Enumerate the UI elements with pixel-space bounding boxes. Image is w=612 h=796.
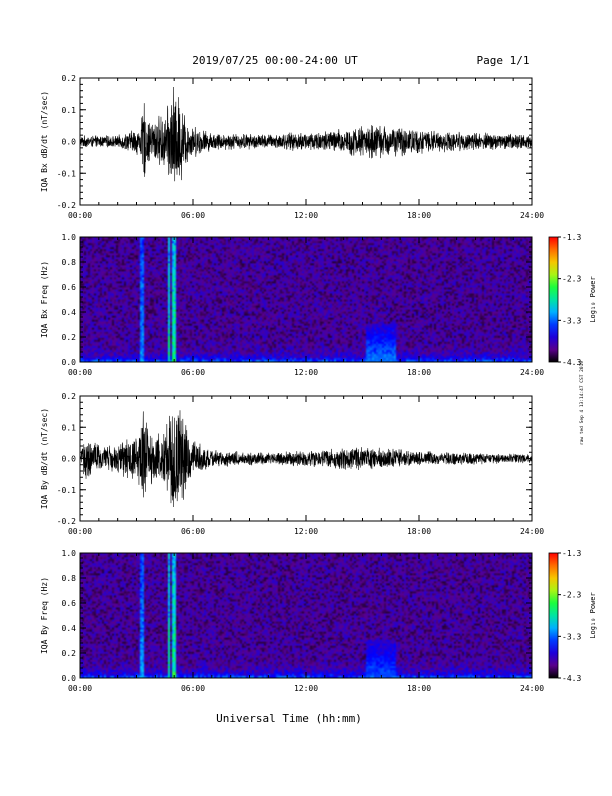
x-tick-label: 12:00	[294, 368, 318, 377]
waveform-trace	[80, 410, 532, 507]
x-tick-label: 12:00	[294, 211, 318, 220]
y-tick-label: 0.1	[62, 423, 77, 432]
y-axis-label: IQA By dB/dt (nT/sec)	[40, 408, 49, 509]
x-tick-label: 18:00	[407, 684, 431, 693]
x-tick-label: 06:00	[181, 211, 205, 220]
y-tick-label: 1.0	[62, 233, 77, 242]
panel-2-axes: 1.0 0.8 0.6 0.4 0.2 0.000:00 06:00 12:00 18:00 24…	[40, 233, 544, 377]
colorbar-tick-label: -2.3	[562, 591, 581, 600]
colorbar-title: Log₁₀ Power	[589, 592, 597, 638]
colorbar-tick-label: -4.3	[562, 674, 581, 683]
y-tick-label: -0.2	[57, 517, 76, 526]
y-tick-label: 0.4	[62, 308, 77, 317]
header-page: Page 1/1	[477, 54, 530, 67]
x-tick-label: 12:00	[294, 527, 318, 536]
x-tick-label: 24:00	[520, 527, 544, 536]
x-tick-label: 06:00	[181, 684, 205, 693]
x-tick-label: 18:00	[407, 368, 431, 377]
colorbar-bar	[548, 552, 559, 679]
x-tick-label: 06:00	[181, 368, 205, 377]
panel-4-colorbar: -1.3 -2.3 -3.3 -4.3 Log₁₀ Power	[548, 549, 597, 683]
y-tick-label: 0.1	[62, 106, 77, 115]
colorbar-tick-label: -3.3	[562, 316, 581, 325]
y-tick-label: 1.0	[62, 549, 77, 558]
x-tick-label: 00:00	[68, 527, 92, 536]
y-axis-label: IQA Bx dB/dt (nT/sec)	[40, 91, 49, 192]
panel-1-axes: 0.2 0.1 0.0 -0.1 -0.200:00 06:00 12:00 18:00 24:…	[40, 74, 544, 220]
panel-4-axes: 1.0 0.8 0.6 0.4 0.2 0.000:00 06:00 12:00 18:00 24…	[40, 549, 544, 693]
colorbar-tick-label: -1.3	[562, 233, 581, 242]
y-tick-label: 0.0	[62, 358, 77, 367]
panel-2-colorbar: -1.3 -2.3 -3.3 -4.3 Log₁₀ Power	[548, 233, 597, 367]
y-tick-label: 0.2	[62, 74, 77, 83]
y-tick-label: 0.8	[62, 574, 77, 583]
x-tick-label: 00:00	[68, 211, 92, 220]
x-tick-label: 24:00	[520, 368, 544, 377]
x-tick-label: 12:00	[294, 684, 318, 693]
y-tick-label: 0.6	[62, 599, 77, 608]
y-tick-label: 0.0	[62, 674, 77, 683]
y-tick-label: -0.1	[57, 486, 76, 495]
y-tick-label: -0.2	[57, 201, 76, 210]
y-tick-label: 0.4	[62, 624, 77, 633]
panel-1-waveform	[80, 86, 532, 182]
y-tick-label: 0.2	[62, 649, 77, 658]
waveform-trace	[80, 86, 532, 182]
spectrogram-image	[80, 237, 532, 362]
panel-3-waveform	[80, 410, 532, 507]
x-tick-label: 18:00	[407, 527, 431, 536]
x-tick-label: 06:00	[181, 527, 205, 536]
x-axis-title: Universal Time (hh:mm)	[216, 712, 362, 725]
y-axis-label: IQA By Freq (Hz)	[40, 577, 49, 654]
y-tick-label: 0.2	[62, 392, 77, 401]
y-tick-label: 0.2	[62, 333, 77, 342]
y-tick-label: 0.0	[62, 138, 77, 147]
spectrogram-image	[80, 553, 532, 678]
y-tick-label: 0.0	[62, 455, 77, 464]
x-tick-label: 00:00	[68, 684, 92, 693]
colorbar-title: Log₁₀ Power	[589, 276, 597, 322]
colorbar-tick-label: -4.3	[562, 358, 581, 367]
y-tick-label: 0.8	[62, 258, 77, 267]
colorbar-tick-label: -2.3	[562, 275, 581, 284]
x-tick-label: 24:00	[520, 684, 544, 693]
y-axis-label: IQA Bx Freq (Hz)	[40, 261, 49, 338]
colorbar-tick-label: -3.3	[562, 632, 581, 641]
x-tick-label: 24:00	[520, 211, 544, 220]
y-tick-label: -0.1	[57, 169, 76, 178]
colorbar-tick-label: -1.3	[562, 549, 581, 558]
header-date-range: 2019/07/25 00:00-24:00 UT	[192, 54, 358, 67]
x-tick-label: 00:00	[68, 368, 92, 377]
panel-2-spectrogram	[80, 237, 532, 362]
panel-4-spectrogram	[80, 553, 532, 678]
x-tick-label: 18:00	[407, 211, 431, 220]
y-tick-label: 0.6	[62, 283, 77, 292]
colorbar-bar	[548, 236, 559, 363]
panels-group: 0.20.10.0-0.1-0.200:00 06:00 12:00 18:00 24:…	[40, 74, 597, 693]
side-note: raw ted Sep 4 13:14:47 CST 2019	[579, 361, 585, 445]
panel-3-axes: 0.2 0.1 0.0 -0.1 -0.200:00 06:00 12:00 18:00 24:…	[40, 392, 544, 536]
